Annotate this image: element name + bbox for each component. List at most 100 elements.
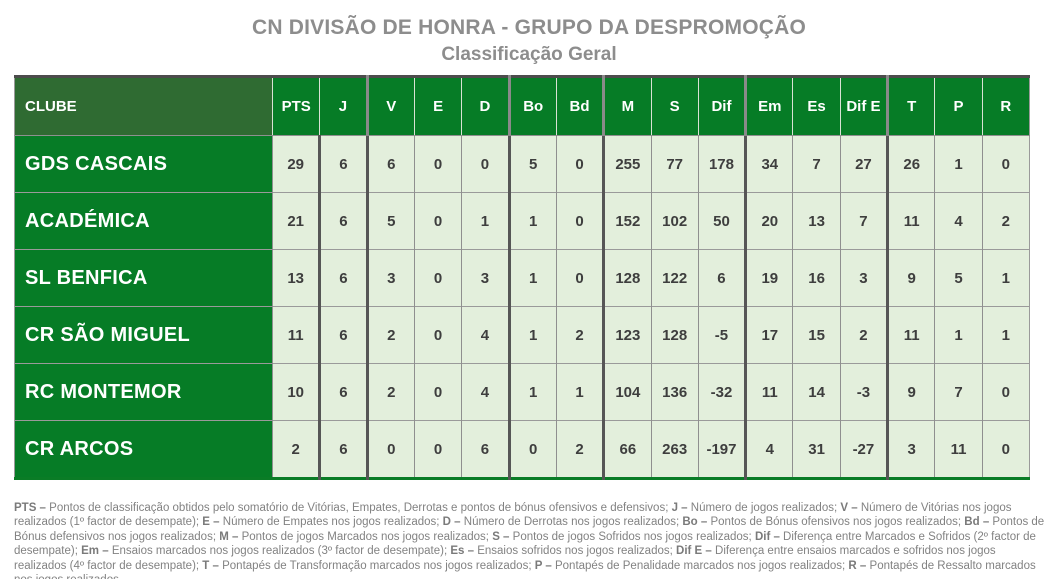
table-row: RC MONTEMOR 10 6 2 0 4 1 1 104 136 -32 11 14 -3 9 7 0: [14, 363, 1030, 421]
stat-cell: 0: [555, 135, 604, 193]
stat-cell: 2: [365, 306, 415, 364]
stat-cell: 14: [792, 363, 841, 421]
club-name: SL BENFICA: [14, 249, 273, 307]
stat-cell: 0: [461, 135, 510, 193]
column-header-pts: PTS: [271, 76, 320, 136]
stat-cell: 0: [507, 420, 557, 479]
stat-cell: 3: [461, 249, 510, 307]
stat-cell: 0: [413, 363, 462, 421]
page-title: CN DIVISÃO DE HONRA - GRUPO DA DESPROMOÇ…: [251, 16, 807, 39]
stat-cell: 21: [271, 192, 320, 250]
column-header-es: Es: [792, 76, 841, 136]
table-row: ACADÉMICA 21 6 5 0 1 1 0 152 102 50 20 13 7 11 4 2: [14, 192, 1030, 250]
stat-cell: 19: [744, 249, 793, 307]
club-name: RC MONTEMOR: [14, 363, 273, 421]
stat-cell: 10: [271, 363, 320, 421]
stat-cell: 1: [507, 249, 557, 307]
stat-cell: 2: [555, 420, 604, 479]
stat-cell: 13: [792, 192, 841, 250]
table-row: CR SÃO MIGUEL 11 6 2 0 4 1 2 123 128 -5 17 15 2 11 1 1: [14, 306, 1030, 364]
stat-cell: 11: [744, 363, 793, 421]
stat-cell: 2: [839, 306, 888, 364]
stat-cell: 0: [981, 420, 1030, 479]
stat-cell: 4: [744, 420, 793, 479]
stat-cell: 1: [507, 306, 557, 364]
stat-cell: 0: [555, 249, 604, 307]
club-name: ACADÉMICA: [14, 192, 273, 250]
club-column-header: CLUBE: [14, 76, 273, 136]
stat-cell: 6: [461, 420, 510, 479]
stat-cell: 0: [981, 135, 1030, 193]
stat-cell: 0: [555, 192, 604, 250]
stat-cell: 0: [413, 420, 462, 479]
stat-cell: 1: [981, 249, 1030, 307]
stat-cell: 31: [792, 420, 841, 479]
club-name: GDS CASCAIS: [14, 135, 273, 193]
stat-cell: 1: [934, 135, 983, 193]
column-header-dif-e: Dif E: [839, 76, 888, 136]
stat-cell: 9: [886, 249, 935, 307]
stat-cell: 4: [934, 192, 983, 250]
stat-cell: 15: [792, 306, 841, 364]
stat-cell: 0: [413, 135, 462, 193]
stat-cell: 263: [650, 420, 699, 479]
stat-cell: 104: [602, 363, 651, 421]
stat-cell: 50: [697, 192, 746, 250]
stat-cell: 20: [744, 192, 793, 250]
stat-cell: 102: [650, 192, 699, 250]
stat-cell: 0: [413, 192, 462, 250]
column-header-bo: Bo: [507, 76, 557, 136]
stat-cell: -5: [697, 306, 746, 364]
stat-cell: 2: [981, 192, 1030, 250]
stat-cell: -3: [839, 363, 888, 421]
column-header-d: D: [461, 76, 510, 136]
stat-cell: 1: [555, 363, 604, 421]
stat-cell: 6: [318, 192, 368, 250]
table-row: GDS CASCAIS 29 6 6 0 0 5 0 255 77 178 34 7 27 26 1 0: [14, 135, 1030, 193]
stat-cell: 29: [271, 135, 320, 193]
stat-cell: 13: [271, 249, 320, 307]
stat-cell: 128: [602, 249, 651, 307]
stat-cell: 7: [839, 192, 888, 250]
stat-cell: 0: [413, 249, 462, 307]
stat-cell: 11: [271, 306, 320, 364]
stat-cell: 122: [650, 249, 699, 307]
stat-cell: 6: [318, 363, 368, 421]
table-row: CR ARCOS 2 6 0 0 6 0 2 66 263 -197 4 31 -27 3 11 0: [14, 420, 1030, 479]
stat-cell: 2: [555, 306, 604, 364]
stat-cell: 6: [365, 135, 415, 193]
column-header-v: V: [365, 76, 415, 136]
stat-cell: 34: [744, 135, 793, 193]
column-header-e: E: [413, 76, 462, 136]
stat-cell: 11: [886, 306, 935, 364]
stat-cell: 6: [697, 249, 746, 307]
legend-text: PTS – Pontos de classificação obtidos pe…: [14, 501, 1045, 579]
stat-cell: 9: [886, 363, 935, 421]
stat-cell: -197: [697, 420, 746, 479]
stat-cell: 7: [934, 363, 983, 421]
stat-cell: 1: [507, 363, 557, 421]
column-header-p: P: [934, 76, 983, 136]
stat-cell: 5: [365, 192, 415, 250]
stat-cell: 1: [507, 192, 557, 250]
stat-cell: 6: [318, 249, 368, 307]
stat-cell: 128: [650, 306, 699, 364]
stat-cell: 0: [413, 306, 462, 364]
stat-cell: 3: [886, 420, 935, 479]
column-header-t: T: [886, 76, 935, 136]
page-subtitle: Classificação Geral: [441, 44, 617, 65]
club-name: CR SÃO MIGUEL: [14, 306, 273, 364]
stat-cell: 7: [792, 135, 841, 193]
stat-cell: 0: [981, 363, 1030, 421]
column-header-r: R: [981, 76, 1030, 136]
stat-cell: 152: [602, 192, 651, 250]
stat-cell: 77: [650, 135, 699, 193]
column-header-dif: Dif: [697, 76, 746, 136]
stat-cell: 136: [650, 363, 699, 421]
stat-cell: 2: [271, 420, 320, 479]
club-name: CR ARCOS: [14, 420, 273, 479]
stat-cell: 6: [318, 420, 368, 479]
